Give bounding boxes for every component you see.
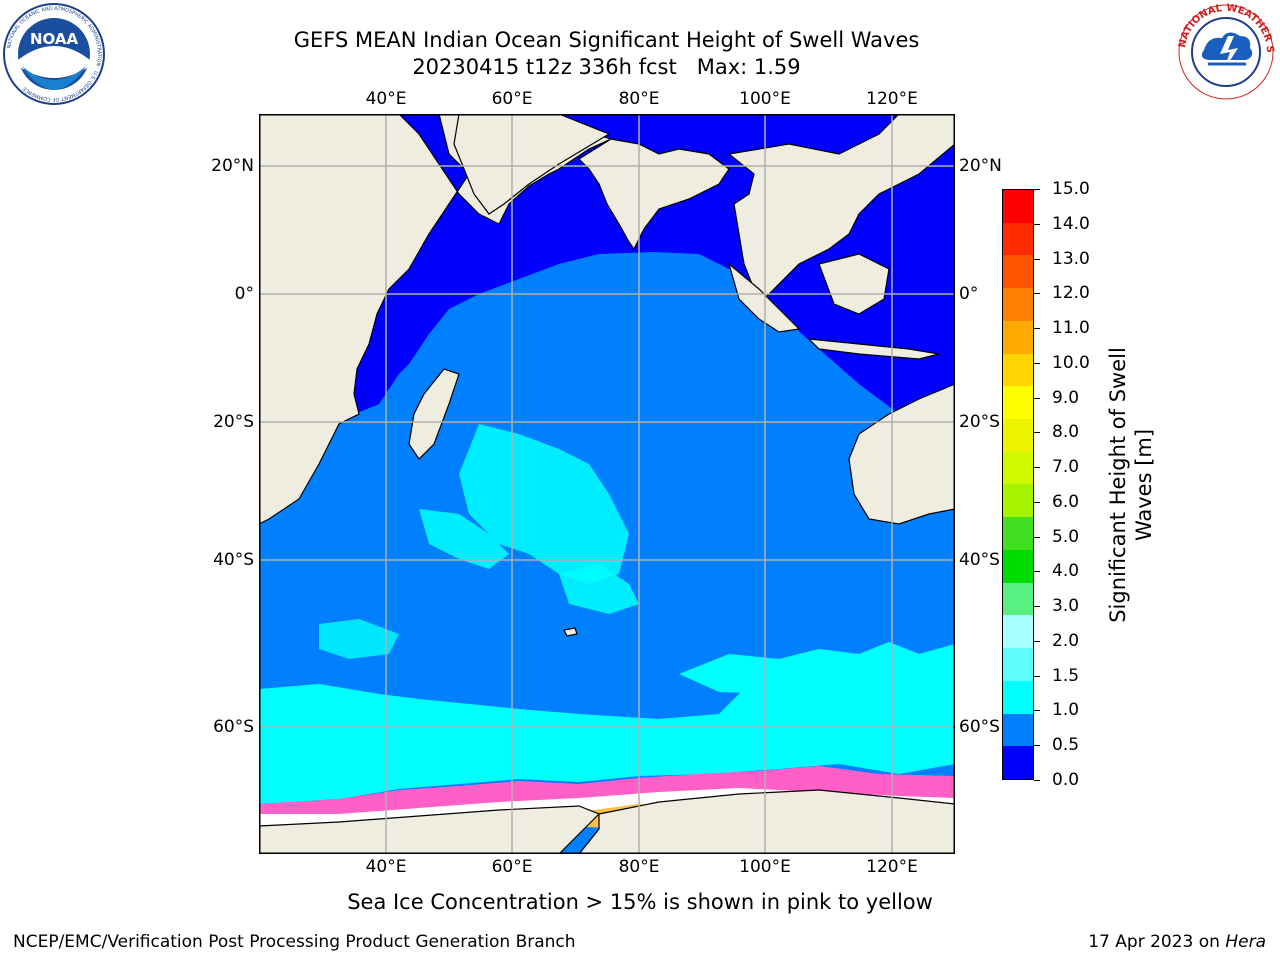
colorbar-label: 12.0 <box>1052 283 1090 304</box>
chart-title-line2: 20230415 t12z 336h fcst Max: 1.59 <box>412 55 801 79</box>
map-frame <box>259 114 955 854</box>
colorbar-tick <box>1034 745 1040 747</box>
lat-tick-right: 20°N <box>959 156 1002 176</box>
colorbar-label: 4.0 <box>1052 561 1080 582</box>
nws-logo: NATIONAL WEATHER SERVICE <box>1170 0 1278 102</box>
colorbar-label: 13.0 <box>1052 248 1090 269</box>
colorbar-label: 10.0 <box>1052 352 1090 373</box>
lon-tick-bottom: 60°E <box>491 857 533 877</box>
lon-tick-top: 40°E <box>365 89 407 109</box>
colorbar-segment <box>1003 419 1033 452</box>
colorbar-segment <box>1003 386 1033 420</box>
lon-tick-top: 120°E <box>866 89 918 109</box>
colorbar-label: 0.0 <box>1052 770 1080 790</box>
map-panel <box>258 113 956 855</box>
noaa-logo: NOAA NATIONAL OCEANIC AND ATMOSPHERIC AD… <box>2 2 106 106</box>
footer-left: NCEP/EMC/Verification Post Processing Pr… <box>13 932 576 952</box>
footer-machine: Hera <box>1225 932 1266 952</box>
chart-title-line1: GEFS MEAN Indian Ocean Significant Heigh… <box>293 28 920 52</box>
colorbar-tick <box>1034 432 1040 434</box>
colorbar-segment <box>1003 549 1033 583</box>
colorbar-segment <box>1003 582 1033 616</box>
colorbar-label: 2.0 <box>1052 630 1080 651</box>
noaa-logo-text: NOAA <box>30 30 79 48</box>
colorbar-label: 1.5 <box>1052 665 1080 686</box>
colorbar-tick <box>1034 467 1040 469</box>
colorbar-title: Significant Height of Swell Waves [m] <box>1105 347 1157 623</box>
footer-date: 17 Apr 2023 on <box>1088 932 1226 952</box>
lat-tick-left: 60°S <box>213 717 254 737</box>
lon-tick-top: 60°E <box>491 89 533 109</box>
lat-tick-right: 60°S <box>959 717 1000 737</box>
footer-right: 17 Apr 2023 on Hera <box>1088 932 1266 952</box>
colorbar-segment <box>1003 746 1033 779</box>
colorbar-tick <box>1034 362 1040 364</box>
colorbar-segment <box>1003 353 1033 387</box>
colorbar-tick <box>1034 640 1040 642</box>
colorbar-tick <box>1034 397 1040 399</box>
colorbar-label: 5.0 <box>1052 526 1080 547</box>
colorbar-segment <box>1003 255 1033 289</box>
lon-tick-bottom: 80°E <box>618 857 660 877</box>
lat-tick-left: 20°N <box>211 156 254 176</box>
colorbar-segment <box>1003 648 1033 681</box>
colorbar-segment <box>1003 615 1033 649</box>
colorbar-segment <box>1003 222 1033 256</box>
lon-tick-top: 80°E <box>618 89 660 109</box>
colorbar-segment <box>1003 288 1033 321</box>
colorbar-tick <box>1034 189 1040 190</box>
colorbar-label: 14.0 <box>1052 213 1090 234</box>
colorbar-title-line1: Significant Height of Swell <box>1106 347 1130 623</box>
colorbar-tick <box>1034 675 1040 677</box>
colorbar-tick <box>1034 571 1040 573</box>
colorbar-tick <box>1034 710 1040 712</box>
colorbar-label: 0.5 <box>1052 735 1080 756</box>
colorbar-label: 3.0 <box>1052 596 1080 617</box>
lat-tick-right: 0° <box>959 284 979 304</box>
colorbar-tick <box>1034 501 1040 503</box>
colorbar-label: 15.0 <box>1052 179 1090 199</box>
lat-tick-right: 20°S <box>959 412 1000 432</box>
sea-ice-note: Sea Ice Concentration > 15% is shown in … <box>347 890 933 914</box>
colorbar-tick <box>1034 536 1040 538</box>
colorbar-segment <box>1003 484 1033 518</box>
gridlines <box>259 114 955 854</box>
colorbar-segment <box>1003 517 1033 550</box>
lat-tick-right: 40°S <box>959 550 1000 570</box>
colorbar-tick <box>1034 258 1040 260</box>
lon-tick-top: 100°E <box>739 89 791 109</box>
colorbar-tick <box>1034 606 1040 608</box>
colorbar-segment <box>1003 451 1033 485</box>
colorbar-segment <box>1003 190 1033 223</box>
lat-tick-left: 20°S <box>213 412 254 432</box>
colorbar-segment <box>1003 713 1033 747</box>
colorbar-label: 1.0 <box>1052 700 1080 721</box>
colorbar-tick <box>1034 328 1040 330</box>
colorbar-label: 9.0 <box>1052 387 1080 408</box>
colorbar-tick <box>1034 780 1040 781</box>
colorbar-label: 11.0 <box>1052 318 1090 339</box>
colorbar-segment <box>1003 320 1033 354</box>
colorbar-title-line2: Waves [m] <box>1132 428 1156 542</box>
map-svg <box>258 113 956 855</box>
lat-tick-left: 0° <box>234 284 254 304</box>
lat-tick-left: 40°S <box>213 550 254 570</box>
swell-1-1.5m-regions <box>259 424 955 804</box>
lon-tick-bottom: 120°E <box>866 857 918 877</box>
colorbar-tick <box>1034 223 1040 225</box>
colorbar-label: 6.0 <box>1052 491 1080 512</box>
colorbar-label: 7.0 <box>1052 457 1080 478</box>
colorbar <box>1002 189 1034 780</box>
colorbar-label: 8.0 <box>1052 422 1080 443</box>
lon-tick-bottom: 100°E <box>739 857 791 877</box>
lon-tick-bottom: 40°E <box>365 857 407 877</box>
colorbar-segment <box>1003 680 1033 714</box>
colorbar-tick <box>1034 293 1040 295</box>
